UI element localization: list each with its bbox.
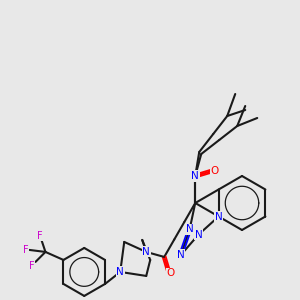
Text: N: N: [191, 171, 199, 181]
Text: N: N: [177, 250, 185, 260]
Text: F: F: [28, 261, 34, 271]
Text: F: F: [37, 231, 42, 241]
Text: N: N: [186, 224, 194, 234]
Text: N: N: [215, 212, 223, 221]
Text: N: N: [195, 230, 203, 240]
Text: F: F: [22, 245, 28, 255]
Text: O: O: [166, 268, 174, 278]
Text: N: N: [116, 267, 124, 277]
Text: O: O: [210, 167, 219, 176]
Text: N: N: [142, 247, 150, 257]
